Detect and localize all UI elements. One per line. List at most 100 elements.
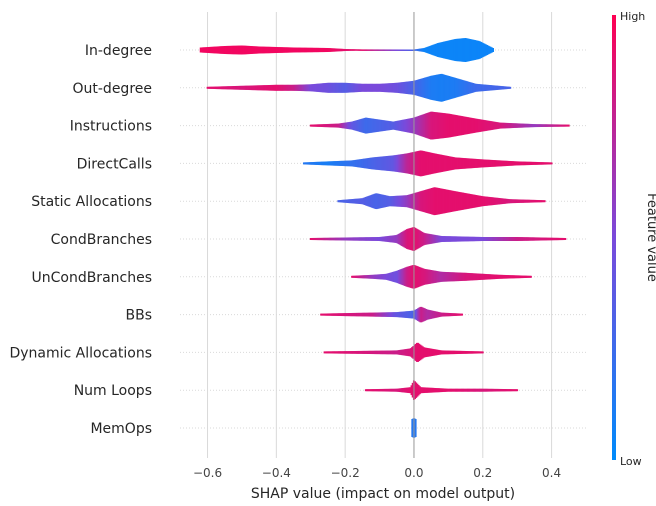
violin-slice — [414, 49, 417, 51]
violin-slice — [482, 43, 485, 57]
violin-slice — [538, 162, 541, 165]
violin-slice — [381, 120, 384, 132]
violin-slice — [326, 351, 328, 354]
violin-slice — [470, 117, 473, 134]
violin-slice — [444, 113, 447, 138]
violin-slice — [230, 45, 233, 55]
violin-slice — [504, 198, 507, 204]
violin-slice — [455, 157, 458, 170]
violin-slice — [488, 196, 491, 206]
violin-slice — [439, 388, 442, 393]
violin-slice — [340, 351, 343, 354]
violin-slice — [508, 160, 511, 166]
violin-slice — [470, 194, 473, 209]
violin-slice — [349, 160, 352, 167]
violin-slice — [367, 274, 370, 279]
violin-slice — [433, 387, 436, 393]
violin-slice — [430, 310, 432, 319]
violin-slice — [222, 46, 225, 54]
violin-slice — [411, 49, 414, 51]
violin-slice — [353, 49, 355, 51]
violin-slice — [333, 82, 336, 93]
violin-slice — [225, 86, 228, 90]
violin-slice — [323, 47, 325, 53]
violin-slice — [276, 47, 279, 53]
violin-slice — [464, 272, 466, 281]
violin-slice — [348, 199, 350, 204]
violin-slice — [457, 191, 460, 211]
violin-slice — [515, 275, 518, 279]
violin-slice — [530, 123, 533, 128]
violin-slice — [233, 86, 235, 90]
violin-slice — [440, 112, 443, 139]
violin-slice — [432, 270, 435, 284]
violin-slice — [321, 83, 324, 93]
violin-slice — [547, 237, 550, 241]
violin-slice — [503, 274, 506, 279]
violin-slice — [366, 275, 369, 279]
violin-slice — [269, 46, 272, 54]
violin-slice — [353, 351, 356, 354]
violin-slice — [310, 162, 312, 165]
violin-bbs — [320, 306, 464, 323]
violin-slice — [502, 237, 504, 241]
violin-slice — [352, 83, 354, 93]
violin-slice — [373, 193, 376, 209]
violin-slice — [342, 122, 345, 129]
violin-slice — [468, 351, 471, 354]
violin-slice — [417, 266, 419, 288]
violin-slice — [341, 237, 343, 241]
violin-slice — [506, 275, 508, 279]
violin-slice — [402, 349, 405, 356]
violin-slice — [431, 45, 433, 55]
violin-slice — [376, 83, 378, 92]
violin-slice — [393, 388, 396, 392]
violin-slice — [266, 46, 269, 54]
violin-slice — [500, 274, 502, 279]
violin-slice — [454, 313, 456, 316]
violin-slice — [512, 123, 515, 129]
violin-slice — [203, 47, 206, 53]
violin-slice — [303, 84, 306, 92]
violin-slice — [368, 49, 371, 51]
violin-slice — [364, 350, 367, 354]
violin-slice — [528, 123, 531, 128]
violin-out-degree — [206, 73, 512, 102]
violin-slice — [397, 82, 400, 94]
violin-slice — [450, 272, 453, 282]
violin-slice — [348, 313, 351, 317]
violin-slice — [433, 187, 436, 216]
violin-slice — [409, 81, 412, 95]
violin-slice — [469, 193, 472, 209]
violin-slice — [287, 84, 289, 91]
violin-slice — [405, 49, 408, 51]
violin-slice — [359, 83, 362, 92]
violin-slice — [238, 45, 240, 55]
violin-slice — [422, 114, 425, 137]
violin-slice — [379, 194, 382, 209]
violin-slice — [255, 85, 258, 91]
violin-slice — [452, 190, 455, 212]
violin-slice — [411, 310, 413, 319]
violin-slice — [369, 49, 372, 51]
violin-slice — [414, 381, 416, 400]
violin-slice — [395, 350, 398, 355]
violin-slice — [350, 312, 352, 317]
violin-slice — [455, 38, 457, 62]
violin-slice — [314, 237, 317, 241]
x-tick-label: −0.6 — [193, 466, 222, 480]
violin-slice — [403, 230, 406, 248]
violin-slice — [427, 112, 430, 139]
violin-slice — [417, 384, 420, 396]
violin-slice — [393, 350, 395, 355]
violin-slice — [338, 313, 340, 316]
violin-slice — [451, 77, 454, 99]
violin-slice — [453, 272, 455, 282]
violin-slice — [206, 47, 209, 53]
violin-slice — [371, 237, 373, 241]
violin-slice — [548, 124, 551, 127]
violin-slice — [498, 388, 501, 392]
violin-slice — [493, 237, 496, 241]
violin-slice — [367, 350, 370, 354]
violin-slice — [364, 196, 367, 206]
